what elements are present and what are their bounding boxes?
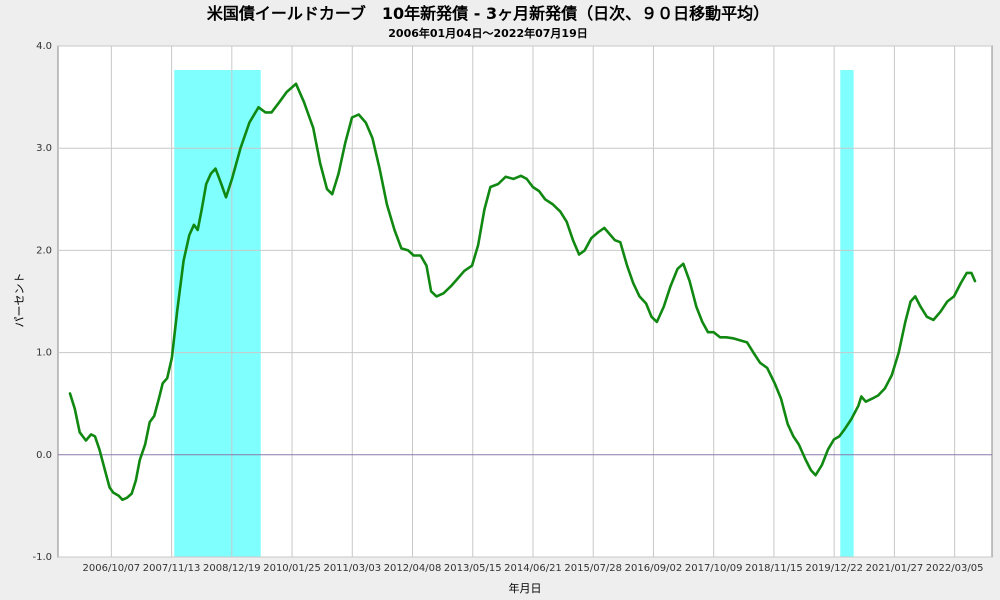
y-axis-ticks: 4.0 3.0 2.0 1.0 0.0 -1.0 [32, 41, 52, 563]
x-axis-ticks: 2006/10/07 2007/11/13 2008/12/19 2010/01/25… [83, 563, 984, 574]
x-tick-label: 2007/11/13 [143, 563, 201, 574]
y-axis-label: パーセント [13, 273, 26, 328]
y-tick-label: 3.0 [36, 143, 52, 154]
recession-bands [174, 70, 854, 557]
x-tick-label: 2010/01/25 [263, 563, 321, 574]
x-tick-label: 2022/03/05 [926, 563, 984, 574]
x-tick-label: 2014/06/21 [504, 563, 562, 574]
x-tick-label: 2017/10/09 [685, 563, 743, 574]
series-group [68, 82, 977, 502]
recession-band [174, 70, 261, 557]
y-tick-label: -1.0 [32, 552, 52, 563]
series-line-0 [68, 82, 977, 502]
x-tick-label: 2018/11/15 [745, 563, 803, 574]
recession-band [840, 70, 854, 557]
y-tick-label: 0.0 [36, 450, 52, 461]
x-tick-label: 2012/04/08 [384, 563, 442, 574]
x-tick-label: 2021/01/27 [866, 563, 924, 574]
x-tick-label: 2013/05/15 [444, 563, 502, 574]
x-tick-label: 2016/09/02 [625, 563, 683, 574]
y-tick-label: 1.0 [36, 348, 52, 359]
x-tick-label: 2019/12/22 [805, 563, 863, 574]
chart-subtitle: 2006年01月04日～2022年07月19日 [388, 26, 587, 40]
grid-lines [58, 45, 992, 558]
x-tick-label: 2008/12/19 [203, 563, 261, 574]
chart-title: 米国債イールドカーブ 10年新発債 - 3ヶ月新発債（日次、９０日移動平均） [207, 4, 769, 23]
y-tick-label: 2.0 [36, 245, 52, 256]
x-tick-label: 2015/07/28 [564, 563, 622, 574]
y-tick-label: 4.0 [36, 41, 52, 52]
x-tick-label: 2011/03/03 [323, 563, 381, 574]
x-tick-label: 2006/10/07 [83, 563, 141, 574]
x-axis-label: 年月日 [509, 581, 542, 595]
